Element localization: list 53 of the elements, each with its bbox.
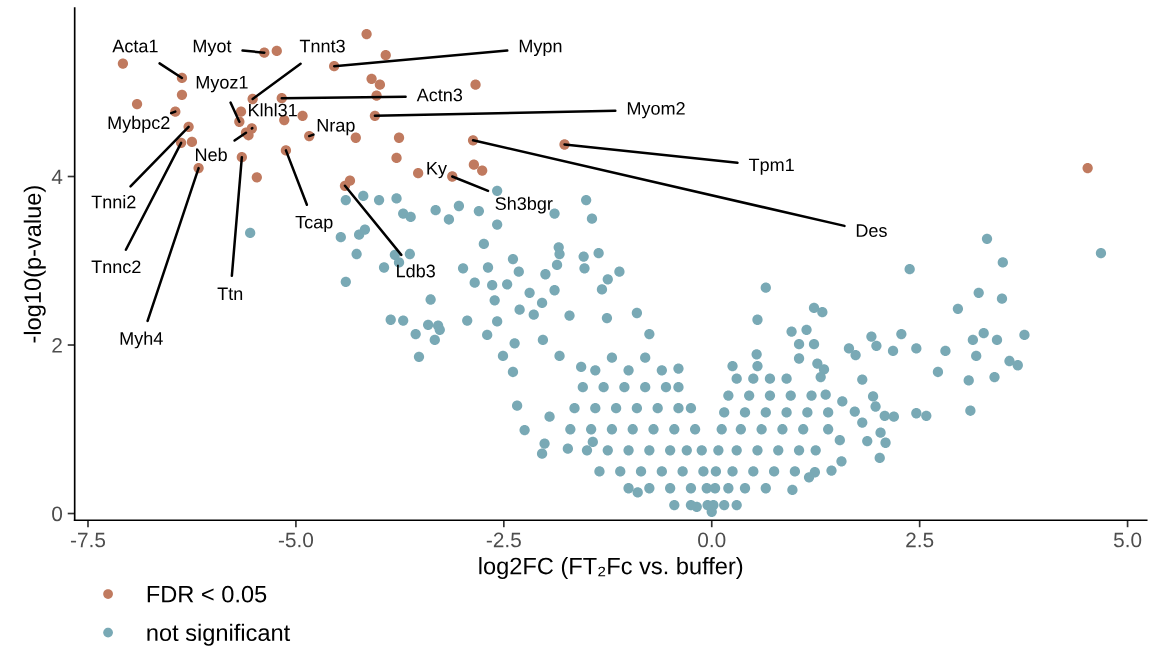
x-axis-title: log2FC (FT₂Fc vs. buffer): [479, 557, 743, 580]
annotation: Tpm1: [748, 158, 794, 175]
point: [366, 73, 377, 84]
point: [470, 79, 481, 90]
annotation: Tnni2: [91, 195, 136, 209]
legend-label: not significant: [147, 623, 291, 646]
legend-label: FDR < 0.05: [147, 585, 267, 603]
point: [186, 136, 198, 148]
point: [477, 165, 488, 176]
y-tick-label: 4: [51, 169, 63, 185]
annotation: Klhl31: [249, 103, 297, 117]
annotation: Acta1: [112, 39, 158, 53]
point: [380, 50, 391, 61]
point: [393, 132, 405, 143]
annotation: Neb: [196, 147, 227, 162]
annotation: Myh4: [120, 331, 163, 349]
annotation: Sh3bgr: [495, 196, 553, 214]
point: [374, 79, 386, 90]
annotation: Des: [856, 224, 887, 237]
annotation: Actn3: [416, 88, 463, 102]
annotation: Tnnt3: [299, 39, 345, 53]
annotation: Mypn: [519, 39, 562, 57]
point: [271, 45, 282, 57]
y-axis-title: -log10(p-value): [23, 186, 46, 343]
x-tick-label: -2.5: [486, 532, 521, 548]
point: [251, 172, 262, 183]
annotation: Ky: [427, 162, 447, 179]
point: [391, 152, 402, 164]
annotation: Myom2: [627, 102, 685, 119]
annotation: Tnnc2: [91, 260, 141, 274]
point: [235, 106, 247, 117]
point: [468, 159, 480, 170]
point: [413, 167, 424, 179]
x-tick-label: -7.5: [70, 532, 106, 548]
annotation: Tcap: [295, 215, 333, 233]
annotation: Nrap: [317, 119, 355, 136]
point: [117, 58, 129, 69]
point: [1082, 162, 1093, 174]
annotation: Myoz1: [196, 76, 248, 93]
point: [361, 28, 372, 40]
annotation: Myot: [193, 39, 232, 57]
x-tick-label: -5.0: [278, 532, 314, 548]
annotation: Ttn: [217, 287, 243, 301]
annotation: Mybpc2: [108, 115, 170, 133]
x-tick-label: 5.0: [1113, 532, 1142, 548]
y-tick-label: 2: [52, 338, 62, 353]
y-tick-label: 0: [52, 506, 63, 522]
annotation: Ldb3: [397, 264, 435, 278]
x-tick-label: 0.0: [698, 532, 726, 548]
point: [176, 89, 188, 100]
point: [131, 98, 143, 110]
x-tick-label: 2.5: [906, 532, 934, 548]
point: [297, 110, 308, 121]
